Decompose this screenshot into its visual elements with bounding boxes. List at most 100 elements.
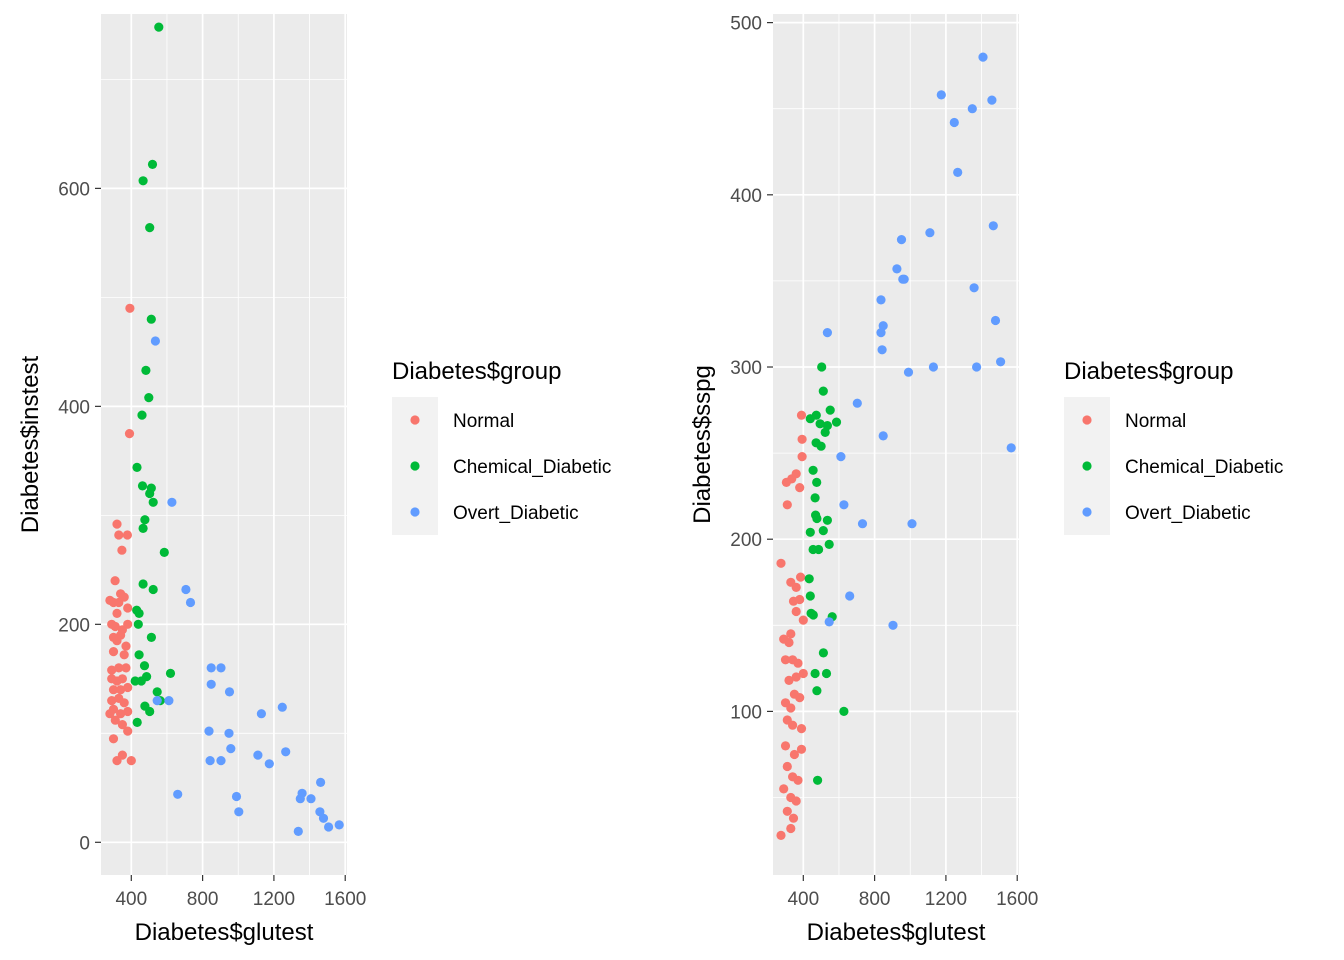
data-point [108, 734, 119, 744]
legend-key-point [410, 507, 420, 517]
data-point [825, 405, 835, 415]
data-point [147, 159, 158, 169]
legend-title: Diabetes$group [1064, 358, 1233, 385]
data-point [776, 830, 786, 841]
data-point [107, 696, 117, 706]
panel-background [773, 14, 1019, 875]
data-point [206, 663, 216, 673]
data-point [110, 621, 120, 632]
data-point [857, 519, 868, 529]
data-point [791, 469, 801, 479]
data-point [780, 741, 791, 751]
data-point [152, 696, 162, 706]
data-point [878, 431, 888, 441]
data-point [123, 603, 133, 613]
data-point [805, 414, 815, 424]
legend-label: Normal [453, 411, 514, 432]
data-point [818, 526, 828, 536]
data-point [119, 592, 129, 602]
data-point [293, 826, 303, 837]
data-point [793, 775, 803, 785]
x-tick-label: 400 [787, 889, 819, 910]
data-point [903, 367, 914, 377]
data-point [836, 452, 846, 462]
data-point [205, 756, 215, 766]
data-point [817, 362, 827, 372]
data-point [796, 744, 807, 754]
data-point [796, 724, 807, 734]
data-point [138, 579, 148, 589]
data-point [112, 608, 122, 619]
x-tick-label: 400 [115, 889, 147, 910]
data-point [786, 629, 796, 639]
data-point [969, 283, 979, 293]
data-point [798, 668, 808, 679]
data-point [181, 584, 191, 595]
data-point [805, 591, 815, 601]
data-point [808, 465, 818, 475]
data-point [117, 750, 127, 760]
x-tick-label: 1200 [925, 889, 967, 910]
data-point [264, 759, 274, 769]
data-point [779, 784, 789, 794]
data-point [137, 410, 147, 420]
data-point [140, 515, 150, 525]
data-point [164, 696, 174, 706]
data-point [318, 813, 329, 823]
data-point [988, 221, 998, 231]
data-point [132, 717, 142, 728]
data-point [810, 668, 820, 679]
legend-label: Chemical_Diabetic [453, 457, 611, 478]
data-point [791, 672, 801, 682]
x-tick-label: 800 [859, 889, 891, 910]
y-tick-label: 200 [58, 615, 90, 636]
data-point [121, 663, 131, 673]
data-point [813, 775, 823, 785]
data-point [990, 315, 1001, 326]
data-point [226, 744, 236, 754]
data-point [123, 619, 133, 629]
data-point [145, 488, 155, 499]
data-point [334, 820, 344, 830]
data-point [949, 117, 959, 128]
data-point [953, 167, 963, 177]
data-point [277, 702, 287, 712]
data-point [105, 709, 115, 719]
data-point [795, 693, 805, 703]
data-point [876, 328, 886, 338]
data-point [877, 345, 887, 355]
legend-label: Normal [1125, 411, 1186, 432]
data-point [216, 756, 226, 766]
data-point [789, 749, 800, 760]
scatter-panel-sspg: 400 800 1200 1600 100 200 300 400 500 Diabetes$gl… [689, 14, 1283, 946]
y-tick-label: 400 [58, 397, 90, 418]
y-tick-label: 400 [730, 186, 762, 207]
data-point [123, 706, 133, 717]
legend-key-point [1082, 507, 1092, 517]
data-point [110, 576, 120, 586]
data-point [138, 176, 148, 186]
y-tick-label: 0 [79, 833, 90, 854]
data-point [936, 90, 946, 100]
panel-background [101, 14, 347, 875]
data-point [810, 493, 820, 503]
data-point [148, 584, 158, 595]
data-point [144, 393, 154, 403]
data-point [780, 655, 791, 665]
legend: Diabetes$group Normal Chemical_Diabetic Ove… [392, 358, 611, 535]
data-point [152, 687, 162, 697]
data-point [126, 756, 136, 766]
data-point [822, 328, 833, 338]
legend-label: Overt_Diabetic [453, 503, 579, 524]
data-point [116, 709, 126, 719]
data-point [888, 620, 898, 630]
y-tick-label: 500 [730, 14, 762, 35]
data-point [793, 658, 803, 668]
data-point [167, 497, 177, 507]
data-point [784, 637, 794, 648]
scatter-panel-instest: 400 800 1200 1600 0 200 400 600 Diabetes$glutest… [17, 14, 611, 946]
data-point [876, 295, 886, 305]
data-point [145, 223, 155, 233]
x-axis-title: Diabetes$glutest [135, 919, 314, 946]
data-point [116, 630, 126, 640]
